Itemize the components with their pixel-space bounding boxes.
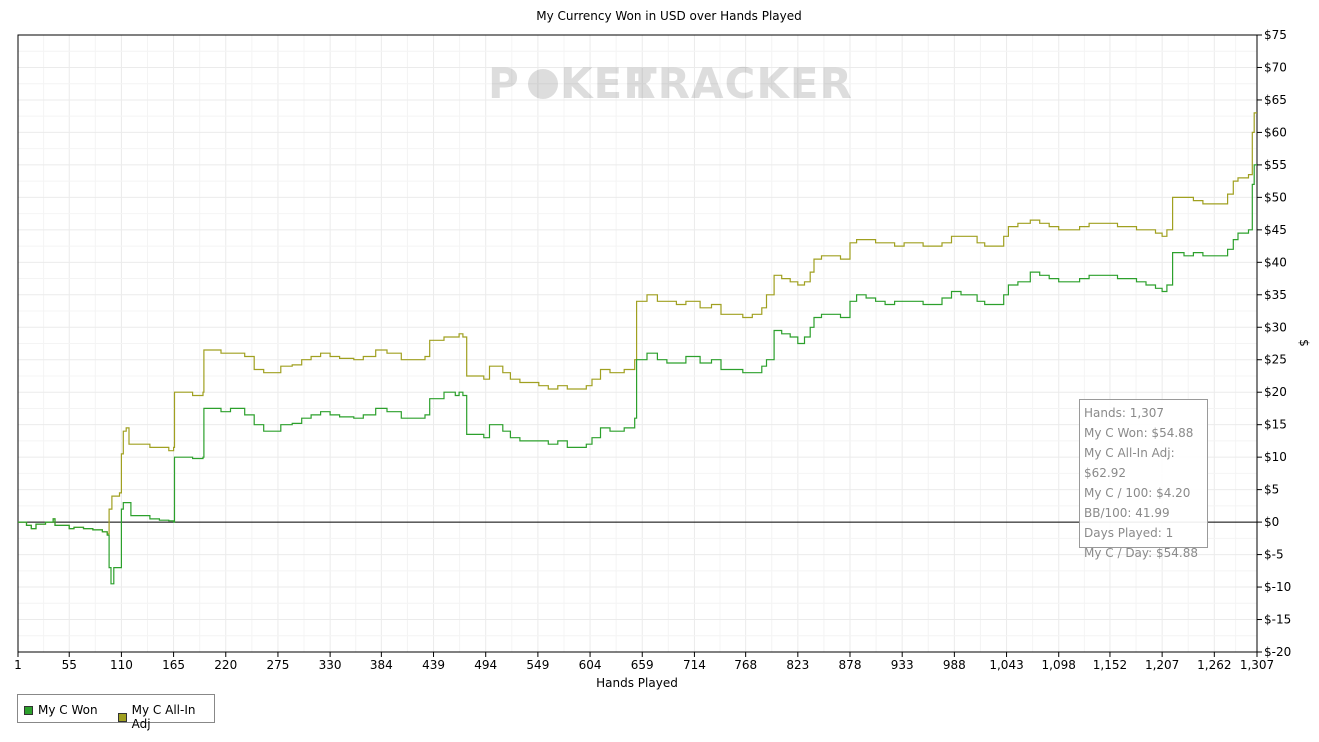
x-tick-label: 1 [14, 658, 22, 672]
legend: My C Won My C All-In Adj [17, 694, 215, 731]
y-tick-label: $70 [1264, 60, 1287, 74]
x-tick-label: 55 [62, 658, 77, 672]
poker-chip-icon [528, 69, 558, 99]
y-tick-label: $35 [1264, 288, 1287, 302]
y-tick-label: $15 [1264, 418, 1287, 432]
watermark: P KER TRACKER [488, 59, 853, 108]
x-axis: 1 55 110 165 220 275 330 384 439 494 549 604 659 714 7… [14, 652, 1274, 672]
hover-tooltip: Hands: 1,307 My C Won: $54.88 My C All-I… [1079, 399, 1208, 560]
y-tick-label: $55 [1264, 158, 1287, 172]
legend-swatch-allin-adj [118, 712, 127, 722]
x-tick-label: 659 [631, 658, 654, 672]
x-tick-label: 604 [579, 658, 602, 672]
chart-title: My Currency Won in USD over Hands Played [536, 9, 802, 23]
tooltip-per-day: My C / Day: $54.88 [1084, 546, 1198, 560]
series-layer [18, 112, 1257, 585]
x-tick-label: 549 [526, 658, 549, 672]
tooltip-won: My C Won: $54.88 [1084, 426, 1194, 440]
x-tick-label: 878 [839, 658, 862, 672]
x-tick-label: 1,207 [1145, 658, 1179, 672]
y-axis-title: $ [1297, 339, 1311, 347]
x-tick-label: 275 [266, 658, 289, 672]
legend-item-allin-adj[interactable]: My C All-In Adj [118, 703, 214, 731]
y-tick-label: $50 [1264, 190, 1287, 204]
y-axis: $75 $70 $65 $60 $55 $50 $45 $40 $35 $30 $25 $20 $15 $… [1257, 28, 1291, 659]
x-tick-label: 1,152 [1093, 658, 1127, 672]
y-tick-label: $75 [1264, 28, 1287, 42]
x-tick-label: 220 [214, 658, 237, 672]
x-tick-label: 439 [422, 658, 445, 672]
x-tick-label: 714 [683, 658, 706, 672]
grid-lines [17, 34, 1258, 653]
y-tick-label: $40 [1264, 255, 1287, 269]
watermark-text-right: TRACKER [628, 59, 853, 108]
legend-label-won: My C Won [38, 703, 98, 717]
y-tick-label: $10 [1264, 450, 1287, 464]
y-tick-label: $45 [1264, 223, 1287, 237]
y-tick-label: $20 [1264, 385, 1287, 399]
x-tick-label: 1,307 [1240, 658, 1274, 672]
x-tick-label: 933 [891, 658, 914, 672]
x-tick-label: 823 [786, 658, 809, 672]
x-tick-label: 110 [110, 658, 133, 672]
y-tick-label: $-5 [1264, 548, 1284, 562]
tooltip-allin-adj: My C All-In Adj: $62.92 [1084, 446, 1175, 480]
watermark-text-left: P [488, 59, 520, 108]
x-tick-label: 494 [474, 658, 497, 672]
tooltip-per-100: My C / 100: $4.20 [1084, 486, 1191, 500]
y-tick-label: $25 [1264, 353, 1287, 367]
y-tick-label: $-15 [1264, 613, 1291, 627]
x-tick-label: 165 [162, 658, 185, 672]
tooltip-bb-100: BB/100: 41.99 [1084, 506, 1170, 520]
series-line-won [18, 164, 1257, 585]
y-tick-label: $65 [1264, 93, 1287, 107]
x-tick-label: 1,098 [1042, 658, 1076, 672]
watermark-text-middle: KER [560, 59, 657, 108]
legend-swatch-won [24, 705, 33, 715]
y-tick-label: $30 [1264, 320, 1287, 334]
y-tick-label: $-20 [1264, 645, 1291, 659]
y-tick-label: $0 [1264, 515, 1279, 529]
x-tick-label: 1,262 [1197, 658, 1231, 672]
legend-item-won[interactable]: My C Won [24, 703, 98, 717]
x-tick-label: 1,043 [989, 658, 1023, 672]
y-tick-label: $-10 [1264, 580, 1291, 594]
tooltip-days-played: Days Played: 1 [1084, 526, 1174, 540]
x-tick-label: 330 [319, 658, 342, 672]
x-tick-label: 768 [734, 658, 757, 672]
x-tick-label: 988 [943, 658, 966, 672]
plot-area-border [17, 34, 1258, 653]
x-tick-label: 384 [370, 658, 393, 672]
x-axis-title: Hands Played [596, 676, 678, 690]
y-tick-label: $60 [1264, 125, 1287, 139]
tooltip-hands: Hands: 1,307 [1084, 406, 1165, 420]
y-tick-label: $5 [1264, 483, 1279, 497]
series-line-allin-adj [18, 112, 1257, 535]
legend-label-allin-adj: My C All-In Adj [131, 703, 196, 731]
